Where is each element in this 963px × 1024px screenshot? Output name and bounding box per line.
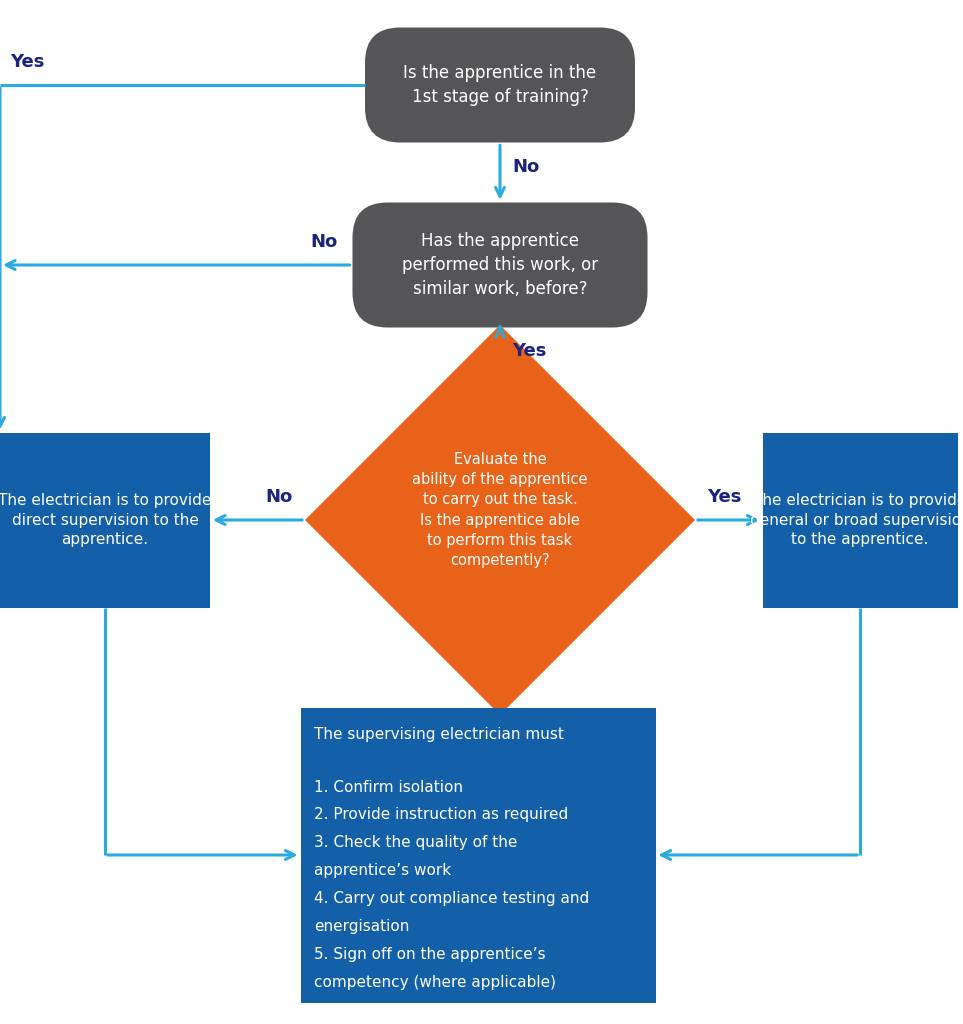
Text: 5. Sign off on the apprentice’s: 5. Sign off on the apprentice’s bbox=[315, 947, 546, 963]
Text: Yes: Yes bbox=[512, 342, 546, 360]
Text: energisation: energisation bbox=[315, 920, 410, 935]
Text: 3. Check the quality of the: 3. Check the quality of the bbox=[315, 836, 518, 851]
Text: Yes: Yes bbox=[10, 53, 44, 71]
Text: No: No bbox=[310, 233, 337, 251]
Polygon shape bbox=[305, 325, 695, 715]
Text: The electrician is to provide
direct supervision to the
apprentice.: The electrician is to provide direct sup… bbox=[0, 493, 212, 547]
Text: 1. Confirm isolation: 1. Confirm isolation bbox=[315, 779, 463, 795]
Text: competency (where applicable): competency (where applicable) bbox=[315, 976, 557, 990]
Text: The supervising electrician must: The supervising electrician must bbox=[315, 727, 564, 742]
Text: The electrician is to provide
general or broad supervision
to the apprentice.: The electrician is to provide general or… bbox=[749, 493, 963, 547]
FancyBboxPatch shape bbox=[352, 203, 647, 328]
Text: Yes: Yes bbox=[707, 488, 742, 506]
Bar bbox=[0, 432, 210, 607]
Bar bbox=[763, 432, 957, 607]
Bar bbox=[300, 708, 656, 1002]
FancyBboxPatch shape bbox=[365, 28, 635, 142]
Text: No: No bbox=[266, 488, 293, 506]
Text: apprentice’s work: apprentice’s work bbox=[315, 863, 452, 879]
Text: Evaluate the
ability of the apprentice
to carry out the task.
Is the apprentice : Evaluate the ability of the apprentice t… bbox=[412, 452, 587, 568]
Text: 4. Carry out compliance testing and: 4. Carry out compliance testing and bbox=[315, 892, 589, 906]
Text: Is the apprentice in the
1st stage of training?: Is the apprentice in the 1st stage of tr… bbox=[403, 65, 596, 105]
Text: Has the apprentice
performed this work, or
similar work, before?: Has the apprentice performed this work, … bbox=[402, 232, 598, 298]
Text: No: No bbox=[512, 158, 539, 175]
Text: 2. Provide instruction as required: 2. Provide instruction as required bbox=[315, 808, 569, 822]
